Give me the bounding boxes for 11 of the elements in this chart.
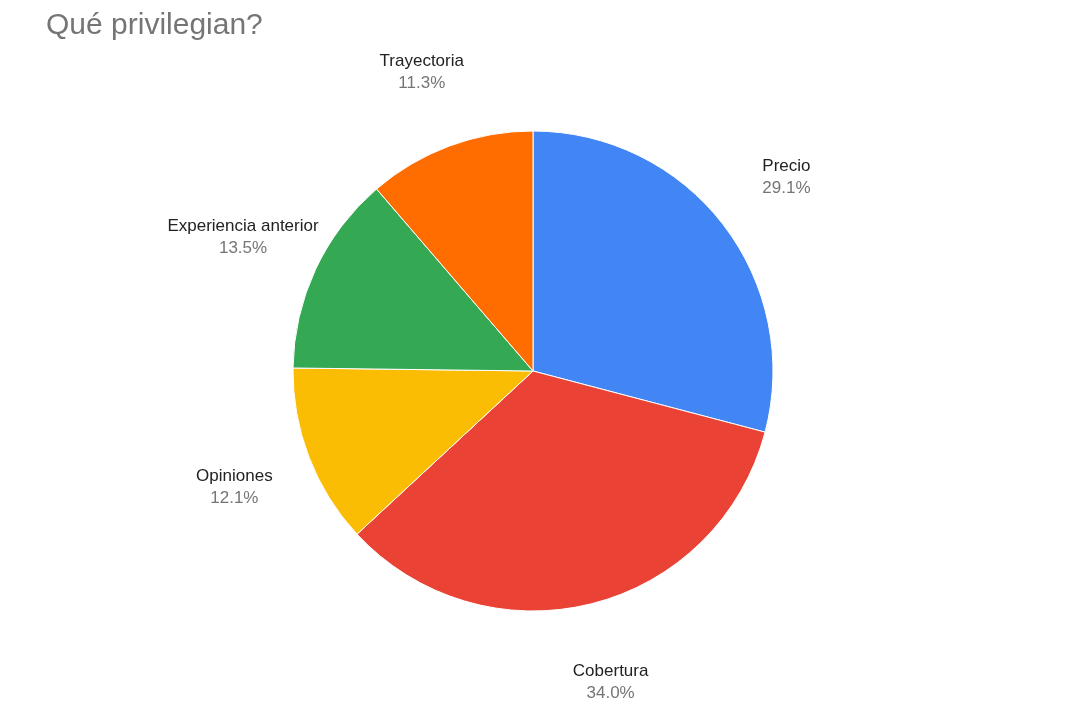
slice-label: Cobertura [572, 661, 649, 681]
chart-title: Qué privilegian? [46, 7, 263, 40]
data-label: 11.3% [398, 72, 446, 92]
slice-label: Precio [762, 155, 811, 175]
slice-label: Experiencia anterior [167, 215, 319, 235]
data-label: 29.1% [762, 177, 811, 197]
data-label: 12.1% [210, 487, 259, 507]
data-label: 34.0% [586, 683, 635, 702]
slice-label: Opiniones [196, 465, 273, 485]
slice-label: Trayectoria [379, 50, 465, 70]
data-label: 13.5% [218, 237, 268, 257]
